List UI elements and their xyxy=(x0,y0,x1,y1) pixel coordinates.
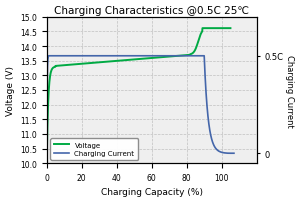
X-axis label: Charging Capacity (%): Charging Capacity (%) xyxy=(101,187,203,197)
Line: Charging Current: Charging Current xyxy=(47,57,234,154)
Voltage xyxy=(47,90,50,93)
Voltage xyxy=(198,35,202,37)
Charging Current xyxy=(45,153,49,155)
Voltage xyxy=(218,28,222,30)
Voltage xyxy=(229,28,232,30)
Title: Charging Characteristics @0.5C 25℃: Charging Characteristics @0.5C 25℃ xyxy=(54,5,249,16)
Charging Current xyxy=(183,55,186,58)
Y-axis label: Charging Current: Charging Current xyxy=(285,54,294,127)
Voltage xyxy=(53,66,57,69)
Charging Current xyxy=(178,55,182,58)
Charging Current xyxy=(222,152,225,154)
Charging Current xyxy=(179,55,182,58)
Legend: Voltage, Charging Current: Voltage, Charging Current xyxy=(50,138,138,160)
Charging Current xyxy=(47,55,50,58)
Y-axis label: Voltage (V): Voltage (V) xyxy=(6,66,15,115)
Voltage xyxy=(45,162,49,165)
Charging Current xyxy=(45,111,49,114)
Voltage xyxy=(201,28,204,30)
Charging Current xyxy=(232,152,236,155)
Line: Voltage: Voltage xyxy=(47,29,230,163)
Voltage xyxy=(51,68,54,70)
Charging Current xyxy=(216,149,219,152)
Voltage xyxy=(166,56,170,59)
